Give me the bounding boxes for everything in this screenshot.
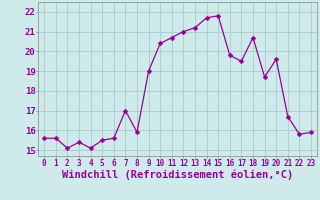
X-axis label: Windchill (Refroidissement éolien,°C): Windchill (Refroidissement éolien,°C) [62, 169, 293, 180]
